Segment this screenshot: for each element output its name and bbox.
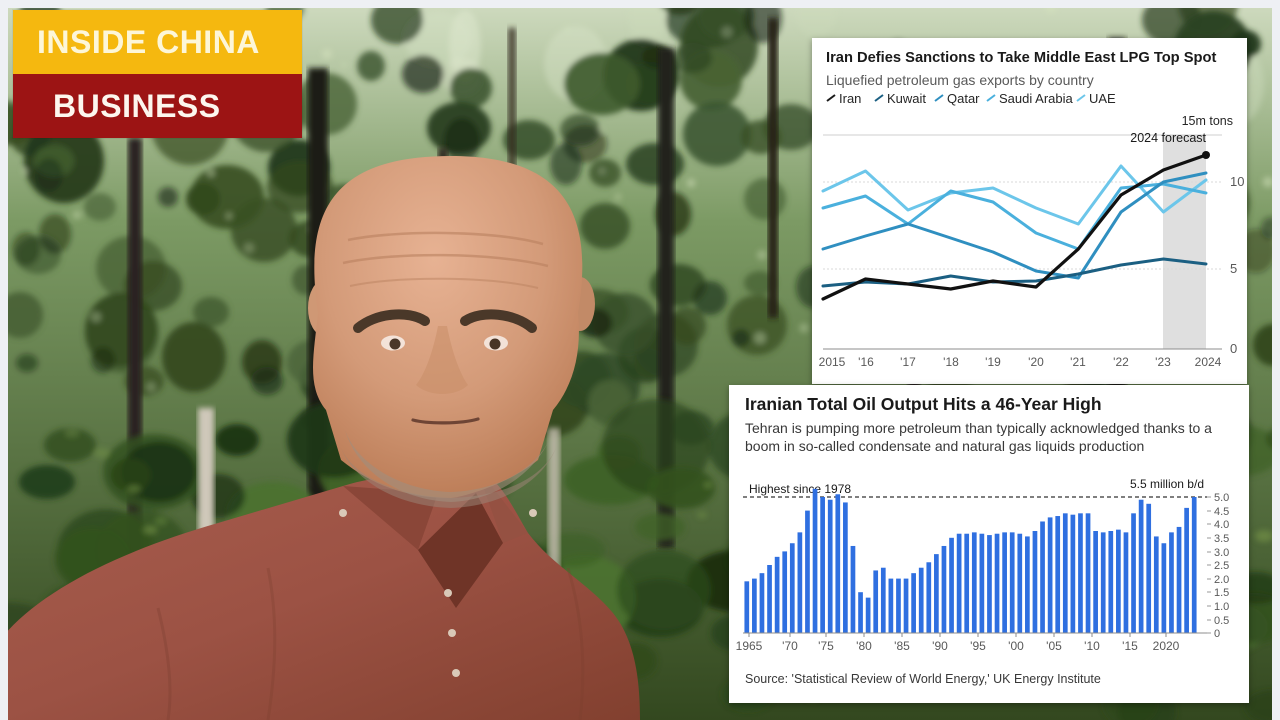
svg-text:10: 10	[1230, 174, 1244, 189]
svg-text:Liquefied petroleum gas export: Liquefied petroleum gas exports by count…	[826, 72, 1094, 88]
svg-text:'00: '00	[1008, 639, 1024, 653]
svg-text:Highest since 1978: Highest since 1978	[749, 482, 851, 496]
svg-text:'17: '17	[900, 355, 916, 369]
svg-text:1.0: 1.0	[1214, 601, 1229, 613]
svg-text:4.5: 4.5	[1214, 506, 1229, 518]
svg-text:Saudi Arabia: Saudi Arabia	[999, 91, 1073, 106]
svg-text:'16: '16	[858, 355, 874, 369]
svg-text:2.0: 2.0	[1214, 574, 1229, 586]
svg-text:Kuwait: Kuwait	[887, 91, 926, 106]
svg-text:'21: '21	[1070, 355, 1086, 369]
svg-text:2024 forecast: 2024 forecast	[1130, 131, 1206, 145]
svg-text:boom in so-called condensate a: boom in so-called condensate and natural…	[745, 438, 1144, 454]
svg-text:'05: '05	[1046, 639, 1062, 653]
svg-text:1.5: 1.5	[1214, 587, 1229, 599]
svg-text:'18: '18	[943, 355, 959, 369]
svg-text:0.5: 0.5	[1214, 615, 1229, 627]
svg-text:5: 5	[1230, 261, 1237, 276]
svg-text:3.5: 3.5	[1214, 533, 1229, 545]
svg-text:'19: '19	[985, 355, 1001, 369]
svg-text:2.5: 2.5	[1214, 560, 1229, 572]
svg-text:2024: 2024	[1195, 355, 1222, 369]
svg-text:2020: 2020	[1153, 639, 1180, 653]
svg-text:'22: '22	[1113, 355, 1129, 369]
svg-text:Iranian Total Oil Output Hits: Iranian Total Oil Output Hits a 46-Year …	[745, 394, 1102, 414]
svg-text:5.0: 5.0	[1214, 492, 1229, 504]
svg-text:4.0: 4.0	[1214, 519, 1229, 531]
svg-text:'23: '23	[1155, 355, 1171, 369]
svg-text:0: 0	[1230, 341, 1237, 356]
svg-text:15m tons: 15m tons	[1182, 114, 1233, 128]
svg-text:Qatar: Qatar	[947, 91, 980, 106]
svg-text:'20: '20	[1028, 355, 1044, 369]
svg-text:Iran: Iran	[839, 91, 861, 106]
svg-text:2015: 2015	[819, 355, 846, 369]
svg-text:'10: '10	[1084, 639, 1100, 653]
svg-text:UAE: UAE	[1089, 91, 1116, 106]
svg-text:Iran Defies Sanctions to Take: Iran Defies Sanctions to Take Middle Eas…	[826, 50, 1216, 66]
svg-text:Source: 'Statistical Review of: Source: 'Statistical Review of World Ene…	[745, 672, 1101, 686]
svg-text:0: 0	[1214, 628, 1220, 640]
svg-text:1965: 1965	[736, 639, 763, 653]
svg-text:'95: '95	[970, 639, 986, 653]
svg-text:5.5 million b/d: 5.5 million b/d	[1130, 477, 1204, 491]
svg-text:'90: '90	[932, 639, 948, 653]
svg-text:3.0: 3.0	[1214, 547, 1229, 559]
svg-text:Tehran is pumping more petrole: Tehran is pumping more petroleum than ty…	[745, 420, 1212, 436]
svg-text:'70: '70	[782, 639, 798, 653]
svg-text:'85: '85	[894, 639, 910, 653]
svg-text:'80: '80	[856, 639, 872, 653]
svg-text:'75: '75	[818, 639, 834, 653]
svg-text:'15: '15	[1122, 639, 1138, 653]
